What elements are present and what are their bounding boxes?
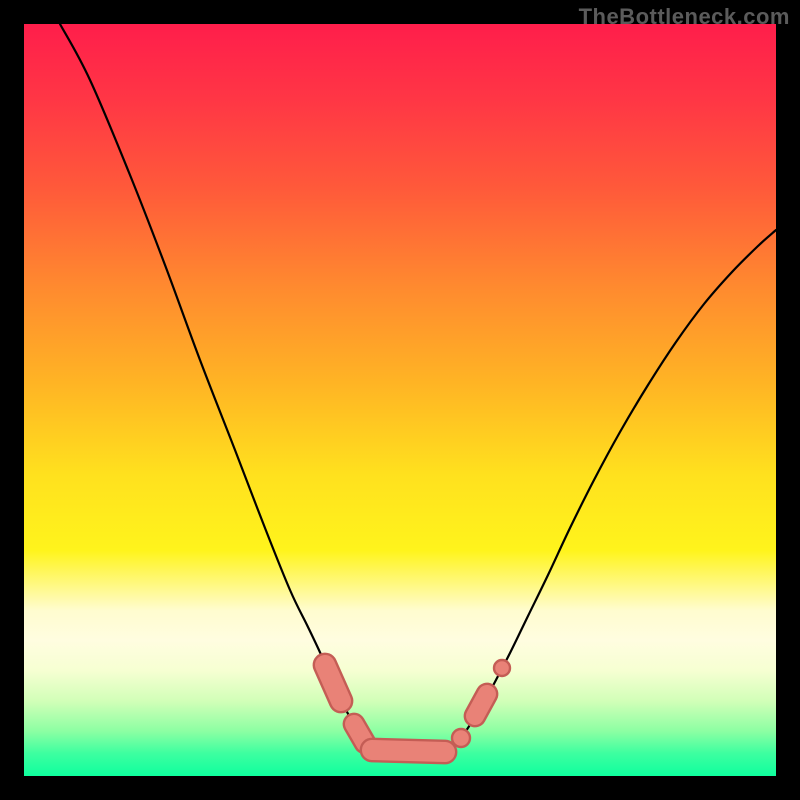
plot-area <box>24 24 776 776</box>
gradient-background <box>24 24 776 776</box>
watermark-text: TheBottleneck.com <box>579 4 790 30</box>
chart-frame: TheBottleneck.com <box>0 0 800 800</box>
